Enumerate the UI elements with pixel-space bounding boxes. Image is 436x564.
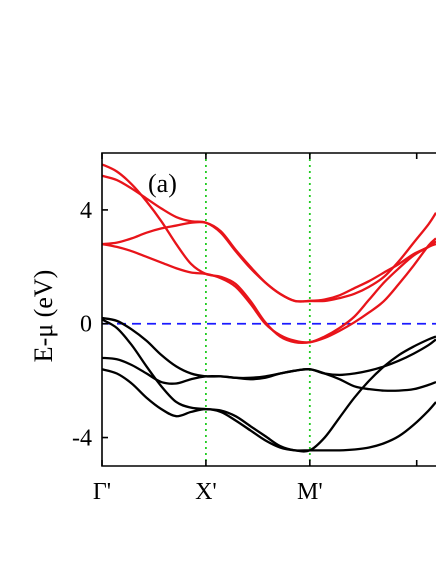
reference-lines (102, 153, 436, 466)
x-tick-label-1: X' (195, 479, 217, 505)
conduction-band-3 (102, 242, 436, 344)
tick-labels: 4 0 -4 Γ' X' M' (72, 198, 323, 505)
plot-frame (101, 152, 436, 467)
axes (101, 152, 436, 467)
x-tick-label-0: Γ' (93, 479, 111, 505)
y-tick-label-0: 4 (80, 198, 92, 224)
valence-band-6 (102, 356, 436, 392)
x-tick-label-2: M' (297, 479, 323, 505)
band-curves (102, 163, 436, 453)
conduction-band-2 (102, 212, 436, 303)
y-axis-label: E-μ (eV) (29, 270, 58, 363)
valence-band-5 (102, 318, 436, 453)
y-tick-label-1: 0 (80, 312, 92, 338)
panel-label: (a) (148, 169, 177, 198)
y-tick-label-2: -4 (72, 426, 92, 452)
valence-band-7 (102, 368, 436, 452)
